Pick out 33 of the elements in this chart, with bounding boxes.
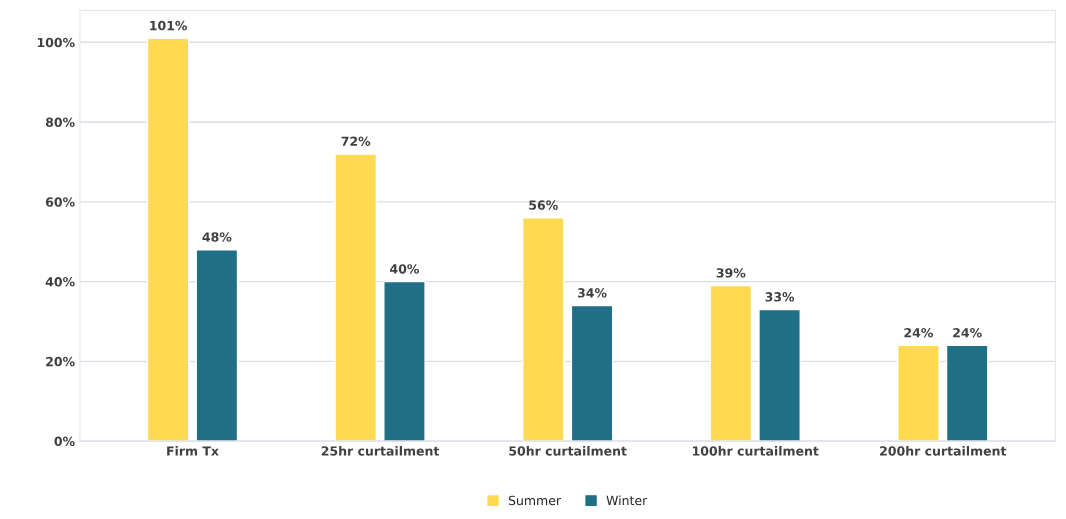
data-label: 48% <box>202 232 232 242</box>
data-label: 24% <box>904 327 933 338</box>
y-tick-label: 0% <box>54 436 75 447</box>
y-tick-label: 20% <box>46 356 75 367</box>
y-tick-label: 60% <box>45 197 75 207</box>
data-label: 101% <box>150 20 188 31</box>
data-label: 24% <box>953 327 982 338</box>
bar <box>521 217 565 442</box>
data-label: 56% <box>529 200 558 210</box>
x-tick-label: Firm Tx <box>167 446 219 456</box>
bar <box>146 37 190 442</box>
bar <box>195 249 239 442</box>
data-label: 72% <box>341 136 371 146</box>
data-label: 34% <box>577 288 607 298</box>
legend-label: Summer <box>508 495 562 506</box>
bar <box>383 280 426 442</box>
bar <box>945 344 989 442</box>
x-tick-label: 200hr curtailment <box>880 446 1007 456</box>
legend-label: Winter <box>606 495 648 506</box>
bar <box>570 304 614 442</box>
y-tick-label: 80% <box>45 117 75 127</box>
bar <box>897 344 940 442</box>
bar <box>709 284 753 442</box>
data-label: 33% <box>765 292 795 302</box>
bar <box>758 308 801 442</box>
data-label: 39% <box>716 268 746 278</box>
data-label: 40% <box>390 264 420 274</box>
bar <box>334 153 378 442</box>
y-tick-label: 40% <box>45 277 75 287</box>
x-tick-label: 25hr curtailment <box>321 446 440 456</box>
x-tick-label: 100hr curtailment <box>692 446 819 456</box>
y-tick-label: 100% <box>37 37 75 48</box>
x-tick-label: 50hr curtailment <box>509 446 627 456</box>
